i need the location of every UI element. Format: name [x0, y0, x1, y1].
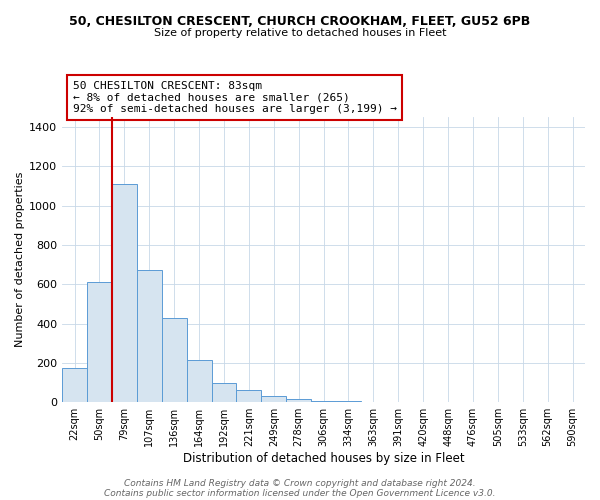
Bar [162, 318, 187, 402]
Text: Contains HM Land Registry data © Crown copyright and database right 2024.: Contains HM Land Registry data © Crown c… [124, 478, 476, 488]
Bar [62, 368, 87, 402]
Bar [187, 360, 212, 402]
Bar [262, 396, 286, 402]
Text: 50 CHESILTON CRESCENT: 83sqm
← 8% of detached houses are smaller (265)
92% of se: 50 CHESILTON CRESCENT: 83sqm ← 8% of det… [73, 81, 397, 114]
Y-axis label: Number of detached properties: Number of detached properties [15, 172, 25, 348]
Text: 50, CHESILTON CRESCENT, CHURCH CROOKHAM, FLEET, GU52 6PB: 50, CHESILTON CRESCENT, CHURCH CROOKHAM,… [70, 15, 530, 28]
Text: Size of property relative to detached houses in Fleet: Size of property relative to detached ho… [154, 28, 446, 38]
Bar [112, 184, 137, 402]
Bar [87, 282, 112, 402]
Bar [286, 400, 311, 402]
Bar [212, 382, 236, 402]
X-axis label: Distribution of detached houses by size in Fleet: Distribution of detached houses by size … [183, 452, 464, 465]
Bar [336, 401, 361, 402]
Bar [236, 390, 262, 402]
Bar [137, 270, 162, 402]
Bar [311, 400, 336, 402]
Text: Contains public sector information licensed under the Open Government Licence v3: Contains public sector information licen… [104, 488, 496, 498]
